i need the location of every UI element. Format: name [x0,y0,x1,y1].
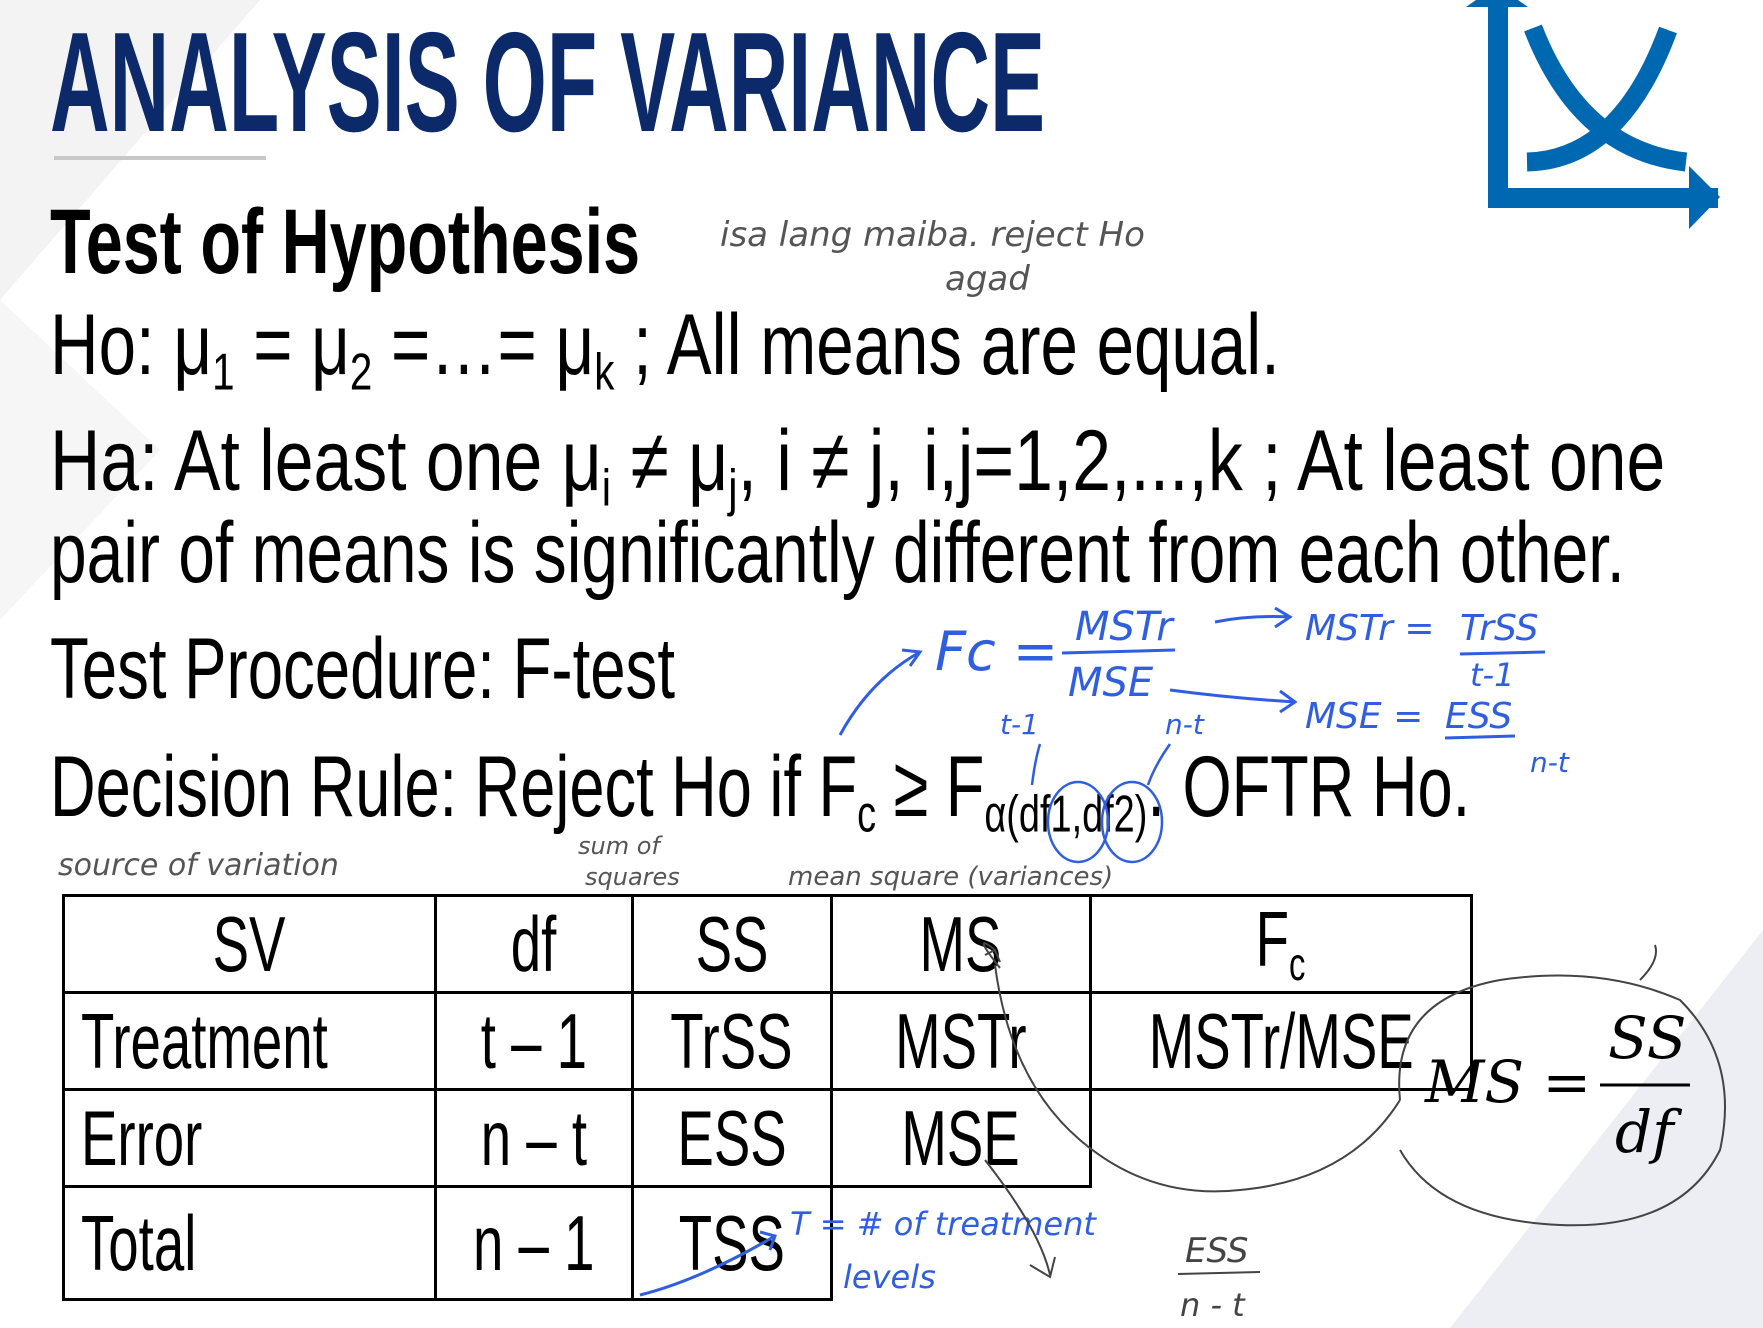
ha-text: Ha: At least one μ [50,413,602,509]
fc-num: MSTr [1075,604,1175,650]
logo [1466,0,1720,229]
note-top: isa lang maiba. reject Ho [720,215,1145,255]
null-hypothesis: Ho: μ1 = μ2 =…= μk ; All means are equal… [50,302,1280,398]
table-cell: n – t [433,1088,634,1188]
sub: 2 [349,342,373,401]
fc-label: Fc = [935,620,1058,683]
decision-text: ≥ F [876,739,985,835]
alternative-hypothesis-line2: pair of means is significantly different… [50,505,1625,601]
cell-text: TrSS [670,997,793,1085]
sv-label: source of variation [58,848,339,883]
sub: c [857,784,877,843]
sub: j [728,458,738,517]
cell-text: t – 1 [480,997,587,1085]
t-note1: T = # of treatment [790,1205,1097,1243]
table-cell: TSS [630,1185,833,1301]
note-top2: agad [945,259,1030,299]
header-cell: df [433,894,634,994]
test-procedure: Test Procedure: F-test [50,621,675,717]
df2-note: n-t [1165,708,1205,741]
mse-num: ESS [1445,696,1512,737]
header-cell: Fc [1088,894,1473,994]
t-note2: levels [843,1258,936,1296]
section-heading: Test of Hypothesis [50,191,641,293]
cell-text: n – t [480,1094,587,1182]
cell-text: Treatment [81,997,328,1085]
table-cell: n – 1 [433,1185,634,1301]
sub: c [1289,938,1306,991]
table-row: Total n – 1 TSS [62,1185,1472,1301]
formula-lhs: MS = [1424,1048,1591,1116]
cell-text: MSTr/MSE [1148,997,1414,1085]
cell-text: TSS [678,1199,785,1287]
fc-den: MSE [1068,660,1154,706]
ho-text: =…= μ [372,297,595,393]
ss-label1: sum of [578,832,663,860]
sub: 1 [212,342,235,401]
decision-rule: Decision Rule: Reject Ho if Fc ≥ Fα(df1,… [50,744,1470,840]
ms-label: mean square (variances) [788,862,1113,892]
mstr-num: TrSS [1460,608,1538,649]
title-underline [54,156,266,160]
sub: k [594,342,615,401]
decision-text: . OFTR Ho. [1147,739,1471,835]
sub: i [601,458,612,517]
mse-label: MSE = [1305,696,1423,737]
table-cell: t – 1 [433,991,634,1091]
table-cell: Error [62,1088,437,1188]
cell-text: Error [81,1094,203,1182]
ho-text: ; All means are equal. [614,297,1280,393]
ha-text: , i ≠ j, i,j=1,2,...,k ; At least one [737,413,1666,509]
cell-text: Total [81,1199,197,1287]
table-cell: MSTr [829,991,1092,1091]
page-title: ANALYSIS OF VARIANCE [50,3,1046,162]
cell-text: n – 1 [472,1199,595,1287]
ess-num: ESS [1185,1231,1248,1271]
cell-text: ESS [676,1094,787,1182]
mstr-label: MSTr = [1305,608,1435,649]
ha-text: ≠ μ [611,413,729,509]
cell-text: MSE [901,1094,1020,1182]
table-cell: TrSS [630,991,833,1091]
table-header-row: SV df SS MS Fc [62,894,1473,994]
sub: α(df1,df2) [984,784,1148,843]
table-cell: ESS [630,1088,833,1188]
header-cell: MS [829,894,1092,994]
alternative-hypothesis: Ha: At least one μi ≠ μj, i ≠ j, i,j=1,2… [50,418,1665,514]
formula-num: SS [1608,1004,1686,1072]
formula-den: df [1615,1098,1683,1166]
mstr-den: t-1 [1470,656,1514,694]
table-cell: Treatment [62,991,437,1091]
ss-label2: squares [585,863,680,891]
table-row: Treatment t – 1 TrSS MSTr MSTr/MSE [62,991,1473,1091]
ho-text: Ho: μ [50,297,213,393]
mse-den: n-t [1530,746,1570,779]
table-cell: MSE [829,1088,1092,1188]
header-text: SV [212,900,286,988]
table-cell: Total [62,1185,437,1301]
df1-note: t-1 [1000,708,1039,741]
header-text: SS [695,900,768,988]
header-text: df [510,900,557,988]
table-cell: MSTr/MSE [1088,991,1473,1091]
table-row: Error n – t ESS MSE [62,1088,1472,1188]
header-cell: SS [630,894,833,994]
header-cell: SV [62,894,437,994]
ho-text: = μ [234,297,350,393]
anova-table: SV df SS MS Fc Treatment t – 1 TrSS MSTr… [62,894,1473,1301]
header-text: F [1255,895,1290,984]
ess-den: n - t [1180,1286,1246,1324]
decision-text: Decision Rule: Reject Ho if F [50,739,858,835]
